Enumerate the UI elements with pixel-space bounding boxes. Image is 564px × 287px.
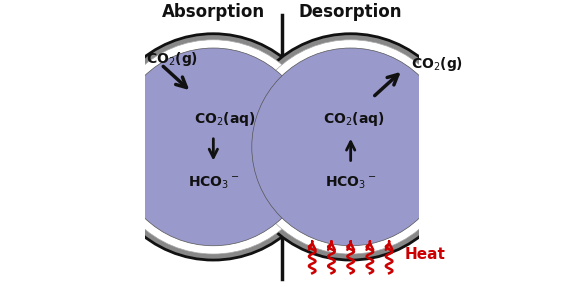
Text: Absorption: Absorption	[162, 3, 265, 21]
Text: CO$_2$(g): CO$_2$(g)	[411, 55, 463, 73]
Text: CO$_2$(aq): CO$_2$(aq)	[323, 110, 384, 128]
Text: HCO$_3$$^-$: HCO$_3$$^-$	[325, 174, 376, 191]
Ellipse shape	[100, 34, 327, 260]
Text: HCO$_3$$^-$: HCO$_3$$^-$	[188, 174, 239, 191]
Text: Heat: Heat	[404, 247, 445, 261]
Text: Desorption: Desorption	[299, 3, 402, 21]
Text: CO$_2$(aq): CO$_2$(aq)	[193, 110, 255, 128]
Ellipse shape	[244, 40, 458, 254]
Ellipse shape	[237, 34, 464, 260]
Ellipse shape	[252, 48, 450, 246]
Text: CO$_2$(g): CO$_2$(g)	[146, 50, 198, 68]
Ellipse shape	[106, 40, 320, 254]
Ellipse shape	[114, 48, 312, 246]
